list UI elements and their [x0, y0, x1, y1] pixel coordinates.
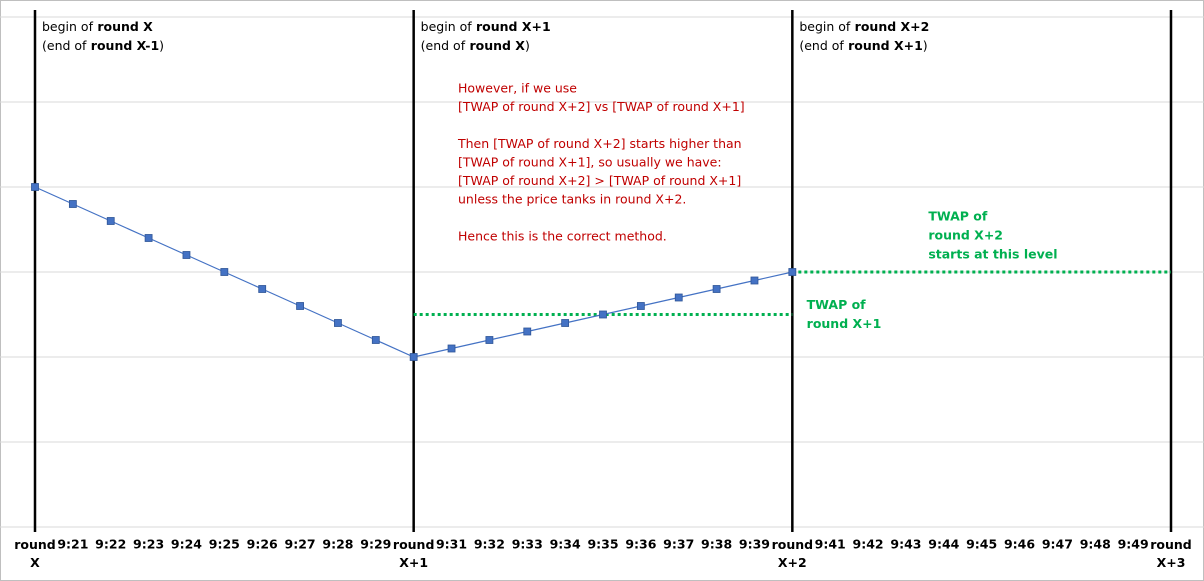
x-tick-label: round X+3 [1150, 537, 1192, 570]
x-tick-label: 9:29 [360, 537, 391, 552]
x-tick-label: 9:28 [322, 537, 353, 552]
x-tick-label: 9:22 [95, 537, 126, 552]
note-text: Then [TWAP of round X+2] starts higher t… [457, 136, 742, 151]
data-point [106, 217, 115, 225]
twap-label: starts at this level [928, 247, 1057, 262]
round-annotation: begin of round X+2 [799, 19, 929, 34]
x-tick-label: 9:32 [474, 537, 505, 552]
x-tick-label: 9:42 [853, 537, 884, 552]
note-text: unless the price tanks in round X+2. [458, 192, 686, 207]
x-tick-label: 9:31 [436, 537, 467, 552]
data-point [334, 319, 342, 327]
round-annotation: (end of round X+1) [799, 38, 927, 53]
data-point [31, 183, 39, 191]
x-tick-label: 9:43 [890, 537, 921, 552]
data-point [561, 319, 570, 327]
x-tick-label: 9:35 [587, 537, 618, 552]
x-tick-label: 9:48 [1080, 537, 1111, 552]
x-tick-label: 9:24 [171, 537, 202, 552]
note-text: [TWAP of round X+2] > [TWAP of round X+1… [458, 173, 741, 188]
annotation-part: round X-1 [86, 38, 159, 53]
annotation-part: round X+1 [472, 19, 551, 34]
x-tick-label: 9:47 [1042, 537, 1073, 552]
data-point [447, 344, 456, 353]
annotation-part: round X [93, 19, 153, 34]
data-point [523, 327, 532, 336]
data-point [674, 293, 683, 302]
round-annotation: (end of round X) [421, 38, 530, 53]
twap-label: TWAP of [928, 209, 988, 224]
data-point [599, 310, 607, 319]
annotation-part: ) [159, 38, 164, 53]
data-point [220, 268, 229, 276]
data-point [750, 276, 759, 285]
twap-label: round X+2 [928, 228, 1003, 243]
annotation-part: begin of [421, 19, 473, 34]
twap-label: round X+1 [807, 316, 882, 331]
annotation-part: round X [465, 38, 525, 53]
x-tick-label: round X+2 [772, 537, 814, 570]
x-tick-label: 9:33 [512, 537, 543, 552]
round-annotation: begin of round X [42, 19, 153, 34]
data-point [296, 302, 304, 310]
note-text: [TWAP of round X+1], so usually we have: [458, 155, 722, 170]
data-point [68, 200, 77, 208]
round-annotation: begin of round X+1 [421, 19, 551, 34]
annotation-part: round X+1 [844, 38, 923, 53]
x-tick-label: 9:38 [701, 537, 732, 552]
data-point [788, 268, 797, 276]
annotation-part: round X+2 [850, 19, 929, 34]
data-point [182, 251, 191, 259]
annotation-part: ) [525, 38, 530, 53]
data-point [409, 353, 418, 361]
x-tick-label: round X+1 [393, 537, 435, 570]
data-point [712, 285, 721, 293]
x-tick-label: 9:26 [247, 537, 278, 552]
x-tick-label: 9:37 [663, 537, 694, 552]
data-point [258, 285, 267, 293]
note-text: [TWAP of round X+2] vs [TWAP of round X+… [458, 99, 745, 114]
round-annotation: (end of round X-1) [42, 38, 164, 53]
x-tick-label: 9:45 [966, 537, 997, 552]
annotation-part: begin of [799, 19, 851, 34]
x-tick-label: 9:49 [1118, 537, 1149, 552]
x-tick-label: 9:36 [625, 537, 656, 552]
annotation-part: (end of [42, 38, 87, 53]
data-point [485, 336, 494, 344]
x-tick-label: 9:39 [739, 537, 770, 552]
data-point [636, 302, 645, 310]
note-text: Hence this is the correct method. [458, 229, 667, 244]
data-point [371, 336, 380, 344]
annotation-part: (end of [421, 38, 466, 53]
note-text: However, if we use [458, 81, 577, 96]
x-tick-label: 9:41 [815, 537, 846, 552]
x-tick-label: 9:34 [550, 537, 581, 552]
x-tick-label: 9:23 [133, 537, 164, 552]
x-tick-label: 9:25 [209, 537, 240, 552]
data-point [144, 234, 153, 242]
annotation-part: ) [923, 38, 928, 53]
twap-label: TWAP of [807, 297, 867, 312]
x-tick-label: round X [14, 537, 56, 570]
x-tick-label: 9:27 [285, 537, 316, 552]
x-tick-label: 9:21 [57, 537, 88, 552]
x-tick-label: 9:46 [1004, 537, 1035, 552]
annotation-part: begin of [42, 19, 94, 34]
x-tick-label: 9:44 [928, 537, 959, 552]
annotation-part: (end of [799, 38, 844, 53]
